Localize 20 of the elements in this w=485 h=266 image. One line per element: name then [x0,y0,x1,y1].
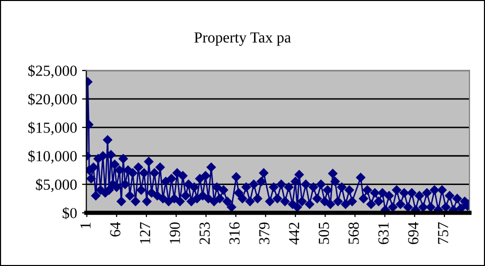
x-tick-label: 505 [318,222,330,244]
y-tick-label: $20,000 [28,93,77,107]
x-tick-label: 64 [110,222,120,236]
x-tick-label: 442 [288,222,300,244]
y-tick-label: $10,000 [28,150,77,164]
y-tick-label: $15,000 [28,122,77,136]
x-tick-label: 379 [259,222,270,244]
x-tick-label: 694 [408,222,418,244]
x-tick-label: 1 [80,222,90,228]
y-tick-label: $25,000 [28,64,77,78]
x-tick-label: 316 [229,222,240,244]
chart-title: Property Tax pa [194,32,291,46]
x-tick-label: 568 [348,222,359,244]
x-tick-label: 757 [438,222,448,244]
y-tick-label: $5,000 [36,178,77,192]
x-tick-label: 190 [170,222,180,244]
x-tick-label: 631 [378,222,389,244]
x-tick-label: 127 [140,222,150,244]
x-tick-label: 253 [200,222,210,244]
y-tick-label: $0 [62,207,77,220]
